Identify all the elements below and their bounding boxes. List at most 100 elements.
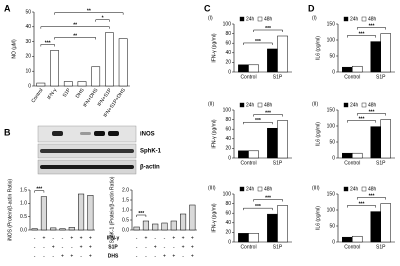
panel-sublabel: (II) xyxy=(312,101,318,107)
bar xyxy=(248,150,259,159)
bar xyxy=(36,82,46,87)
bar xyxy=(118,38,128,87)
x-tick-label: Control xyxy=(344,160,360,166)
treatment-sign: - xyxy=(173,244,175,250)
legend-label: 24h xyxy=(246,102,255,108)
legend-swatch xyxy=(257,102,263,108)
y-tick-label: 0.0 xyxy=(122,227,129,233)
treatment-sign: - xyxy=(43,244,45,250)
significance-bracket xyxy=(40,44,55,47)
treatment-sign: - xyxy=(154,253,156,259)
treatment-sign: + xyxy=(182,235,185,241)
significance-bracket xyxy=(356,197,386,200)
treatment-sign: - xyxy=(80,253,82,259)
treatment-sign: + xyxy=(42,235,45,241)
y-tick-label: 100 xyxy=(327,207,336,213)
bar xyxy=(105,32,114,87)
bar xyxy=(87,195,94,231)
treatment-sign: + xyxy=(182,244,185,250)
bar xyxy=(180,213,187,231)
y-axis-label: IFN-γ (pg/ml) xyxy=(211,33,217,63)
panel-sublabel: (I) xyxy=(208,15,213,21)
y-tick-label: 0 xyxy=(332,155,335,161)
significance-bracket xyxy=(243,121,273,125)
y-tick-label: 1.0 xyxy=(20,201,27,207)
significance-bracket xyxy=(54,12,124,15)
y-tick-label: 100 xyxy=(223,107,232,113)
x-tick-label: Control xyxy=(240,244,256,250)
bar xyxy=(238,150,249,159)
treatment-sign: - xyxy=(34,235,36,241)
y-tick-label: 80 xyxy=(225,201,231,207)
significance-label: *** xyxy=(359,31,365,37)
legend-label: 48h xyxy=(264,186,273,192)
treatment-sign: - xyxy=(145,244,147,250)
significance-bracket xyxy=(356,27,386,30)
significance-label: ** xyxy=(87,9,91,15)
treatment-sign: - xyxy=(182,253,184,259)
y-tick-label: 0 xyxy=(228,155,231,161)
significance-label: *** xyxy=(369,109,375,115)
significance-label: *** xyxy=(255,204,261,210)
bar xyxy=(370,126,381,159)
bar xyxy=(59,228,66,231)
y-tick-label: 150 xyxy=(327,191,336,197)
significance-label: *** xyxy=(36,186,42,192)
bar xyxy=(91,66,101,87)
y-axis-label: SphK-1 (Protein/β-actin Ratio) xyxy=(109,176,115,243)
legend-swatch xyxy=(361,102,367,108)
treatment-sign: - xyxy=(43,253,45,259)
significance-bracket xyxy=(95,19,110,22)
bar xyxy=(152,223,159,231)
y-tick-label: 60 xyxy=(225,41,231,47)
x-tick-label: S1P xyxy=(273,74,283,80)
bar xyxy=(248,64,259,73)
legend-label: 24h xyxy=(246,16,255,22)
significance-bracket xyxy=(356,113,386,116)
treatment-sign: + xyxy=(70,253,73,259)
bar xyxy=(238,64,249,73)
y-tick-label: 20 xyxy=(25,54,31,60)
treatment-sign: + xyxy=(52,244,55,250)
panel-label: A xyxy=(4,3,11,13)
y-tick-label: 20 xyxy=(225,230,231,236)
treatment-sign: - xyxy=(62,244,64,250)
bar xyxy=(342,236,353,243)
x-tick-label: Control xyxy=(344,244,360,250)
treatment-sign: - xyxy=(136,244,138,250)
bar xyxy=(161,222,168,231)
y-tick-label: 0.0 xyxy=(20,227,27,233)
bar xyxy=(40,196,47,231)
y-tick-label: 0 xyxy=(228,69,231,75)
y-tick-label: 60 xyxy=(225,211,231,217)
y-axis-label: iNOS (Protein/β-actin Ratio) xyxy=(7,179,13,241)
significance-label: *** xyxy=(359,201,365,207)
legend-swatch xyxy=(343,186,349,192)
treatment-sign: + xyxy=(191,235,194,241)
bar xyxy=(50,50,59,87)
significance-label: *** xyxy=(369,23,375,29)
y-axis-label: IL6 (pg/ml) xyxy=(315,36,321,60)
significance-label: ** xyxy=(73,33,77,39)
significance-label: *** xyxy=(265,110,271,116)
significance-label: *** xyxy=(45,40,51,46)
bar xyxy=(50,227,57,231)
y-tick-label: 50 xyxy=(329,223,335,229)
x-tick-label: S1P xyxy=(376,244,386,250)
significance-label: *** xyxy=(369,193,375,199)
treatment-sign: - xyxy=(164,235,166,241)
legend-label: 48h xyxy=(264,16,273,22)
bar xyxy=(77,81,87,87)
legend-swatch xyxy=(257,186,263,192)
significance-label: *** xyxy=(138,211,144,217)
bar xyxy=(142,220,149,231)
treatment-sign: + xyxy=(144,235,147,241)
bar xyxy=(380,119,391,159)
y-tick-label: 2.0 xyxy=(122,187,129,193)
y-axis-label: IL6 (pg/ml) xyxy=(315,122,321,146)
y-tick-label: 1.5 xyxy=(20,187,27,193)
legend-label: 24h xyxy=(350,16,359,22)
treatment-sign: + xyxy=(61,253,64,259)
x-tick-label: S1P xyxy=(376,160,386,166)
bar xyxy=(267,213,278,243)
